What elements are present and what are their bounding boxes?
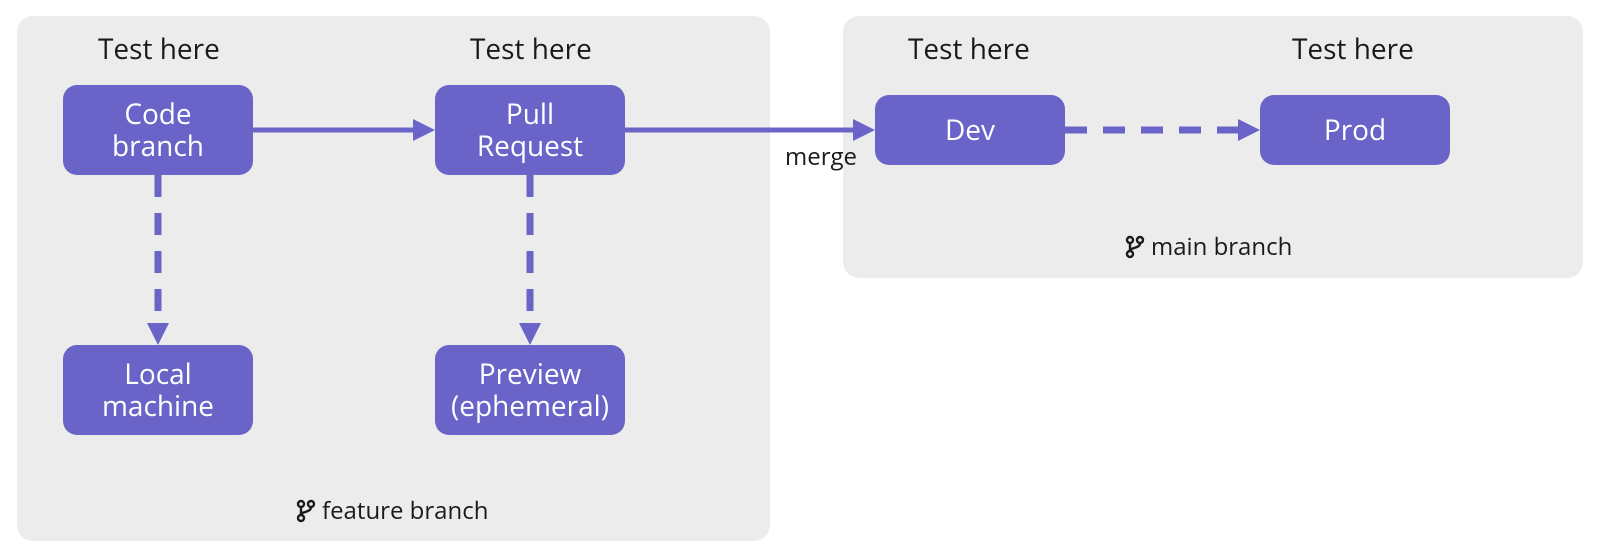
node-label: Preview (ephemeral) [451, 358, 609, 422]
node-label: Pull Request [477, 98, 583, 162]
label-test-here-4: Test here [1292, 30, 1414, 68]
caption-text: main branch [1151, 230, 1292, 263]
caption-text: feature branch [322, 494, 488, 527]
label-test-here-2: Test here [470, 30, 592, 68]
node-dev: Dev [875, 95, 1065, 165]
caption-main-branch: main branch [1125, 230, 1292, 263]
git-branch-icon [1125, 235, 1145, 259]
node-label: Local machine [102, 358, 214, 422]
node-prod: Prod [1260, 95, 1450, 165]
node-label: Prod [1324, 114, 1386, 146]
node-pull-request: Pull Request [435, 85, 625, 175]
node-code-branch: Code branch [63, 85, 253, 175]
label-test-here-3: Test here [908, 30, 1030, 68]
node-label: Dev [945, 114, 995, 146]
node-local-machine: Local machine [63, 345, 253, 435]
label-test-here-1: Test here [98, 30, 220, 68]
git-branch-icon [296, 499, 316, 523]
diagram-canvas: merge Code branch Pull Request Local mac… [0, 0, 1600, 556]
caption-feature-branch: feature branch [296, 494, 488, 527]
node-label: Code branch [112, 98, 204, 162]
node-preview-ephemeral: Preview (ephemeral) [435, 345, 625, 435]
